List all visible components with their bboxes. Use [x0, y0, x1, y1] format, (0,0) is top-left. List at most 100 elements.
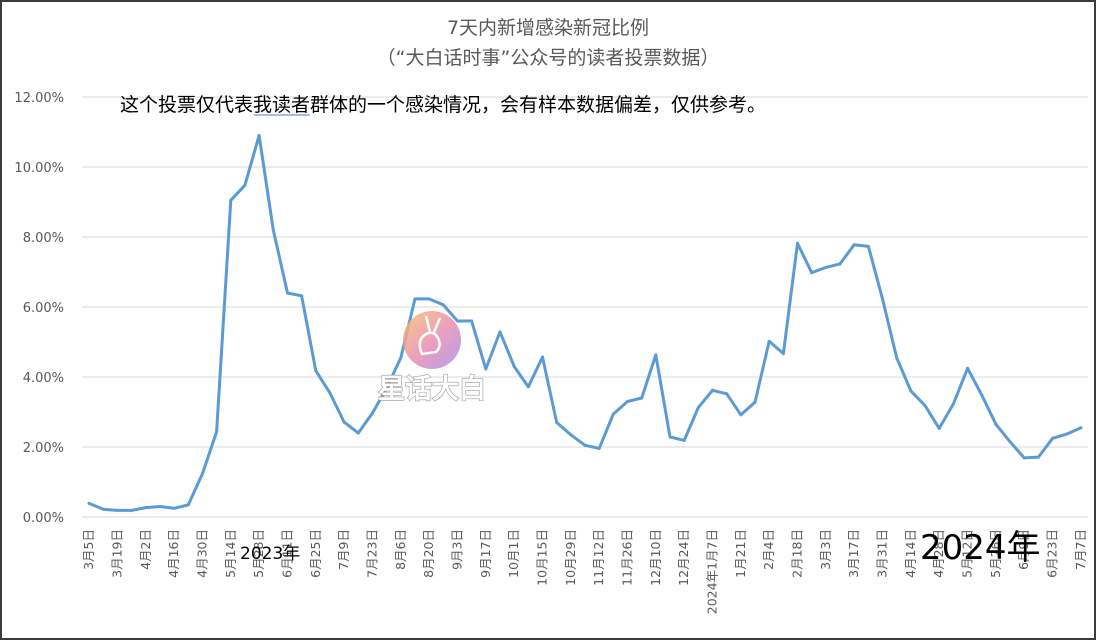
data-point [526, 385, 530, 389]
data-point [115, 508, 119, 512]
data-point [866, 244, 870, 248]
data-point [370, 411, 374, 415]
data-point [824, 265, 828, 269]
data-point [87, 501, 91, 505]
data-point [540, 355, 544, 359]
data-point [1008, 440, 1012, 444]
data-point [583, 443, 587, 447]
data-point [937, 426, 941, 430]
data-point [725, 392, 729, 396]
data-point [470, 319, 474, 323]
data-point [810, 271, 814, 275]
x-tick-label: 7月23日 [364, 529, 379, 578]
data-point [1022, 456, 1026, 460]
watermark: 星话大白 [377, 311, 487, 406]
y-axis-tick-labels: 0.00% 2.00% 4.00% 6.00% 8.00% 10.00% 12.00% [14, 91, 64, 526]
data-point [385, 386, 389, 390]
x-tick-label: 5月14日 [223, 529, 238, 578]
data-point [881, 297, 885, 301]
x-tick-label: 4月30日 [194, 529, 209, 578]
x-tick-label: 3月19日 [109, 529, 124, 578]
x-tick-label: 4月2日 [138, 529, 153, 570]
x-tick-label: 2月18日 [790, 529, 805, 578]
data-point [300, 294, 304, 298]
y-tick-label: 12.00% [14, 91, 64, 106]
year-label-2023: 2023年 [240, 544, 300, 564]
data-point [951, 402, 955, 406]
x-tick-label: 10月1日 [506, 529, 521, 578]
data-point [668, 435, 672, 439]
data-point [342, 420, 346, 424]
data-point [158, 505, 162, 508]
data-point [285, 291, 289, 295]
data-point [767, 339, 771, 343]
data-point [427, 297, 431, 301]
data-point [399, 356, 403, 360]
x-tick-label: 5月28日 [251, 529, 266, 578]
data-point [781, 352, 785, 356]
data-point [753, 400, 757, 404]
data-point [1051, 436, 1055, 440]
x-tick-label: 3月3日 [818, 529, 833, 570]
x-tick-label: 8月20日 [421, 529, 436, 578]
chart-note: 这个投票仅代表我读者群体的一个感染情况，会有样本数据偏差，仅供参考。 [120, 94, 766, 116]
data-point [144, 506, 148, 510]
data-point [243, 183, 247, 187]
x-tick-label: 4月14日 [903, 529, 918, 578]
x-tick-label: 7月7日 [1073, 529, 1088, 570]
y-tick-label: 2.00% [23, 441, 64, 456]
data-point [271, 228, 275, 232]
x-tick-label: 10月29日 [563, 529, 578, 586]
x-tick-label: 3月31日 [875, 529, 890, 578]
y-tick-label: 6.00% [23, 301, 64, 316]
data-point [597, 446, 601, 450]
x-tick-label: 9月3日 [449, 529, 464, 570]
data-point [186, 503, 190, 507]
x-tick-label: 3月5日 [81, 529, 96, 570]
x-tick-label: 10月15日 [534, 529, 549, 586]
data-point [640, 396, 644, 400]
data-point [654, 353, 658, 357]
data-point [923, 404, 927, 408]
x-tick-label: 4月28日 [931, 529, 946, 578]
data-point [1065, 432, 1069, 436]
x-tick-label: 11月26日 [620, 529, 635, 586]
x-tick-label: 4月16日 [166, 529, 181, 578]
data-point [994, 422, 998, 426]
y-tick-label: 4.00% [23, 371, 64, 386]
y-tick-label: 10.00% [14, 161, 64, 176]
y-tick-label: 0.00% [23, 511, 64, 526]
data-point [314, 369, 318, 373]
gridlines [82, 96, 1088, 518]
data-point [328, 391, 332, 395]
series-line [87, 134, 1083, 512]
data-point [852, 243, 856, 247]
data-point [696, 405, 700, 409]
x-tick-label: 2月4日 [761, 529, 776, 570]
data-point [611, 412, 615, 416]
data-point [200, 472, 204, 476]
year-label-2024: 2024年 [920, 528, 1041, 568]
data-point [966, 366, 970, 370]
data-point [484, 367, 488, 371]
x-tick-label: 9月17日 [478, 529, 493, 578]
data-point [512, 365, 516, 368]
data-point [739, 413, 743, 417]
chart-subtitle: （“大白话时事”公众号的读者投票数据） [377, 47, 720, 69]
data-point [1079, 426, 1083, 430]
x-tick-label: 3月17日 [846, 529, 861, 578]
series-line-group [87, 134, 1083, 512]
data-point [413, 297, 417, 301]
data-point [555, 421, 559, 424]
x-tick-label: 8月6日 [393, 529, 408, 570]
data-point [980, 393, 984, 397]
x-tick-label: 7月9日 [336, 529, 351, 570]
data-point [682, 438, 686, 442]
data-point [626, 400, 630, 403]
x-tick-label: 1月21日 [733, 529, 748, 578]
x-tick-label: 6月23日 [1045, 529, 1060, 578]
data-point [498, 330, 502, 334]
data-point [838, 262, 842, 266]
